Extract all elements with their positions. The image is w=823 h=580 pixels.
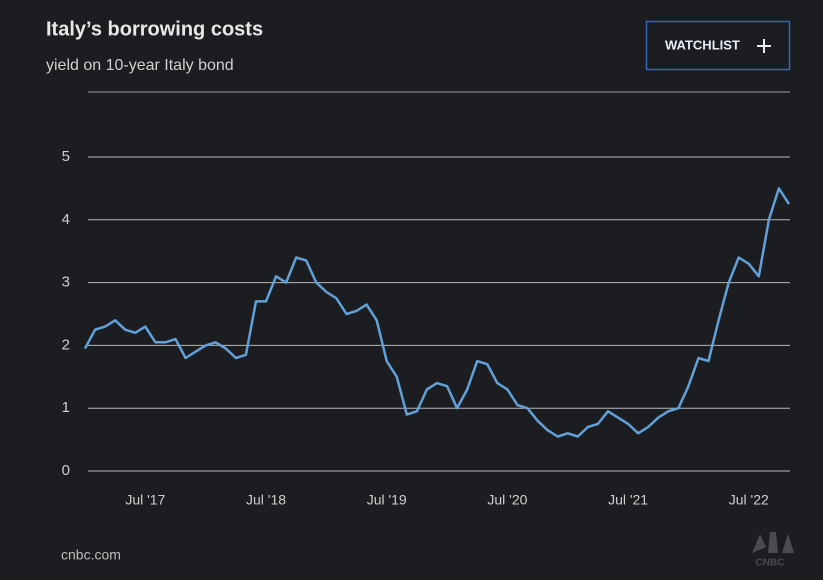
- y-tick-label: 4: [62, 211, 70, 228]
- y-tick-label: 5: [62, 148, 70, 165]
- y-tick-label: 1: [62, 399, 70, 416]
- logo-text: CNBC: [756, 558, 785, 569]
- x-tick-label: Jul '17: [125, 492, 165, 508]
- y-tick-label: 3: [62, 274, 70, 291]
- chart-subtitle: yield on 10-year Italy bond: [46, 57, 234, 74]
- x-tick-label: Jul '22: [729, 492, 769, 508]
- button-label: WATCHLIST: [665, 37, 740, 52]
- button-border: [645, 20, 791, 71]
- x-tick-label: Jul '21: [608, 492, 648, 508]
- source: cnbc.com: [61, 547, 121, 563]
- chart-title: Italy’s borrowing costs: [46, 18, 263, 40]
- data-line: [83, 187, 791, 438]
- x-tick-label: Jul '18: [246, 492, 286, 508]
- logo: CNBC: [752, 532, 794, 569]
- watchlist-button[interactable]: WATCHLIST: [645, 20, 791, 71]
- y-tick-label: 2: [62, 336, 70, 353]
- x-tick-label: Jul '19: [367, 492, 407, 508]
- logo-mark: [752, 532, 794, 553]
- y-tick-label: 0: [62, 462, 70, 479]
- x-tick-label: Jul '20: [487, 492, 527, 508]
